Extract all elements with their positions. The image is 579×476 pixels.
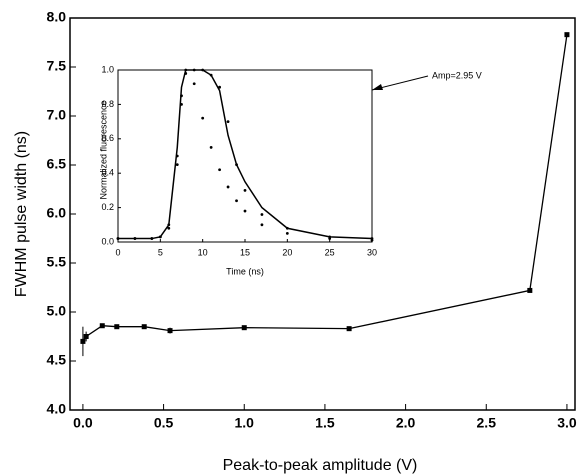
x-tick-label: 5 [158,247,163,257]
inset-frame [117,69,373,243]
y-tick-label: 1.0 [101,64,114,74]
annotation: Amp=2.95 V [432,70,482,80]
y-tick-label: 4.5 [47,352,67,368]
data-dot [260,213,264,216]
y-tick-label: 0.0 [101,236,114,246]
x-tick-label: 1.0 [235,415,255,431]
x-tick-label: 3.0 [557,415,577,431]
data-point [346,326,352,332]
y-tick-label: 8.0 [47,9,67,25]
data-point [83,334,89,339]
data-dot [226,120,230,123]
data-point [167,328,173,334]
data-dot [201,116,205,120]
x-tick-label: 0.0 [73,415,93,431]
data-dot [192,82,196,86]
data-point [564,32,570,38]
x-axis-title: Peak-to-peak amplitude (V) [223,457,418,474]
data-dot [243,189,247,192]
x-tick-label: 1.5 [315,415,335,431]
fit-line [118,69,373,240]
inset-x-title: Time (ns) [226,266,264,276]
x-tick-label: 0 [115,247,120,257]
y-tick-label: 0.4 [101,168,114,178]
y-tick-label: 0.6 [101,133,114,143]
data-dot [285,232,289,235]
x-tick-label: 10 [198,247,208,257]
data-point [80,338,86,344]
data-dot [167,226,171,230]
data-point [241,325,247,331]
data-dot [175,163,179,167]
y-tick-label: 5.0 [47,303,67,319]
arrow-head [372,84,383,90]
data-point [99,323,105,329]
plot-frame [69,17,576,411]
y-tick-label: 6.0 [47,205,67,221]
x-tick-label: 30 [367,247,377,257]
y-tick-label: 7.0 [47,107,67,123]
y-tick-label: 4.0 [47,401,67,417]
data-dot [260,223,264,227]
y-tick-label: 5.5 [47,254,67,270]
x-tick-label: 2.0 [396,415,416,431]
x-tick-label: 15 [240,247,250,257]
data-point [527,287,533,293]
data-dot [218,168,222,172]
inset-y-title: Normalized fluorescence [98,100,108,199]
x-tick-label: 25 [325,247,335,257]
data-dot [226,185,230,189]
data-dot [209,146,213,149]
x-tick-label: 0.5 [154,415,174,431]
x-tick-label: 20 [282,247,292,257]
y-tick-label: 0.2 [101,202,114,212]
data-line [82,34,568,342]
y-axis-title: FWHM pulse width (ns) [13,131,30,297]
data-point [141,324,147,330]
x-tick-label: 2.5 [477,415,497,431]
data-dot [243,209,247,213]
data-dot [235,199,238,203]
y-tick-label: 7.5 [47,58,67,74]
y-tick-label: 6.5 [47,156,67,172]
y-tick-label: 0.8 [101,99,114,109]
data-point [114,324,120,330]
